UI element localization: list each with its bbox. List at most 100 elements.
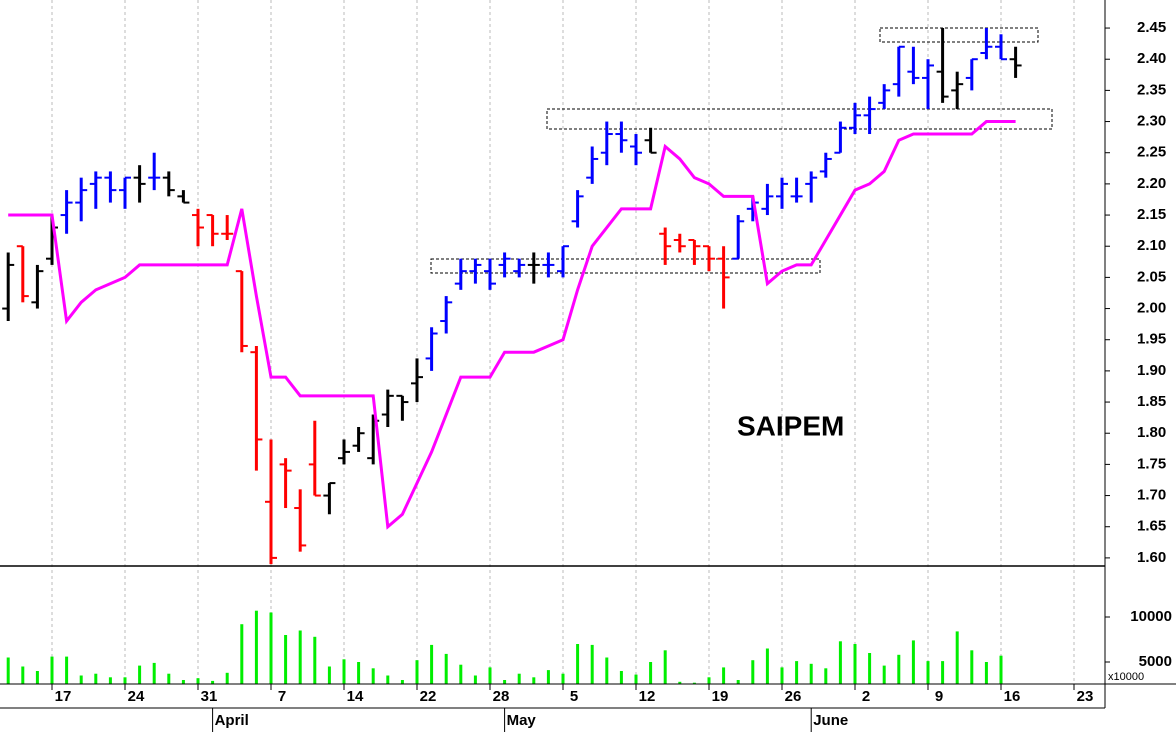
y-tick-label: 2.10 (1137, 237, 1166, 254)
x-tick-label: 31 (201, 688, 218, 705)
x-tick-label: 9 (935, 688, 943, 705)
volume-bar (809, 663, 813, 684)
y-tick-label: 2.25 (1137, 144, 1166, 161)
volume-bar (167, 673, 171, 684)
volume-bar (838, 641, 842, 684)
volume-bar (50, 656, 54, 684)
volume-bar (692, 682, 696, 684)
volume-bar (517, 673, 521, 684)
volume-bar (984, 662, 988, 684)
x-tick-label: 23 (1077, 688, 1094, 705)
chart-title: SAIPEM (737, 410, 844, 441)
volume-bar (254, 610, 258, 684)
volume-bar (663, 650, 667, 684)
volume-bar (327, 666, 331, 684)
volume-bar (284, 635, 288, 684)
y-tick-label: 2.35 (1137, 81, 1166, 98)
x-tick-label: 7 (278, 688, 286, 705)
volume-bar (751, 660, 755, 684)
volume-bar (795, 661, 799, 684)
volume-bar (225, 672, 229, 684)
volume-bar (824, 668, 828, 684)
volume-bar (6, 657, 10, 684)
volume-bar (211, 680, 215, 684)
x-tick-label: 22 (420, 688, 437, 705)
x-tick-label: 28 (493, 688, 510, 705)
volume-bar (35, 671, 39, 684)
volume-bar (138, 665, 142, 684)
volume-bar (430, 644, 434, 684)
volume-bar (970, 650, 974, 684)
volume-bar (678, 681, 682, 684)
y-tick-label: 1.95 (1137, 331, 1166, 348)
y-tick-label: 2.05 (1137, 268, 1166, 285)
volume-bar (21, 666, 25, 684)
volume-bar (473, 675, 477, 684)
volume-bar (79, 675, 83, 684)
volume-bar (722, 667, 726, 684)
volume-bar (605, 657, 609, 684)
volume-bar (444, 653, 448, 684)
volume-bar (911, 640, 915, 684)
support-box (430, 258, 821, 274)
volume-bar (590, 644, 594, 684)
volume-bar (342, 659, 346, 684)
volume-bar (561, 673, 565, 684)
volume-bar (707, 677, 711, 684)
volume-bar (357, 662, 361, 684)
volume-bar (488, 667, 492, 684)
volume-bar (123, 677, 127, 684)
volume-bar (955, 631, 959, 684)
y-tick-label: 1.90 (1137, 362, 1166, 379)
y-tick-label: 1.60 (1137, 549, 1166, 566)
month-label: May (507, 712, 537, 729)
volume-bar (926, 661, 930, 684)
volume-bar (780, 667, 784, 684)
volume-bar (868, 653, 872, 684)
volume-bar (298, 630, 302, 684)
y-tick-label: 10000 (1130, 608, 1172, 625)
volume-bar (181, 680, 185, 684)
y-tick-label: 5000 (1139, 653, 1172, 670)
y-tick-label: 2.45 (1137, 19, 1166, 36)
y-tick-label: 2.15 (1137, 206, 1166, 223)
volume-bar (415, 660, 419, 684)
y-tick-label: 1.75 (1137, 455, 1166, 472)
volume-multiplier: x10000 (1108, 671, 1144, 683)
y-tick-label: 1.65 (1137, 518, 1166, 535)
volume-bar (853, 644, 857, 684)
y-tick-label: 2.20 (1137, 175, 1166, 192)
volume-bar (736, 680, 740, 684)
volume-bar (459, 664, 463, 684)
volume-bar (94, 673, 98, 684)
volume-bar (532, 677, 536, 684)
x-tick-label: 24 (128, 688, 145, 705)
marks (2, 28, 1022, 684)
resistance-box (546, 108, 1053, 130)
volume-bar (152, 662, 156, 684)
y-tick-label: 1.80 (1137, 424, 1166, 441)
volume-bar (634, 674, 638, 684)
trailing-stop (8, 120, 1016, 530)
volume-bar (619, 671, 623, 684)
x-tick-label: 16 (1004, 688, 1021, 705)
volume-bar (649, 662, 653, 684)
volume-bar (400, 680, 404, 684)
volume-bar (313, 636, 317, 684)
volume-bar (503, 680, 507, 684)
volume-bar (386, 675, 390, 684)
volume-bar (999, 655, 1003, 684)
x-tick-label: 26 (785, 688, 802, 705)
volume-bar (269, 612, 273, 684)
x-tick-label: 17 (55, 688, 72, 705)
volume-bar (196, 678, 200, 684)
y-tick-label: 1.70 (1137, 487, 1166, 504)
x-tick-label: 12 (639, 688, 656, 705)
resistance-box (879, 27, 1039, 43)
x-tick-label: 2 (862, 688, 870, 705)
volume-bar (240, 624, 244, 684)
x-tick-label: 19 (712, 688, 729, 705)
